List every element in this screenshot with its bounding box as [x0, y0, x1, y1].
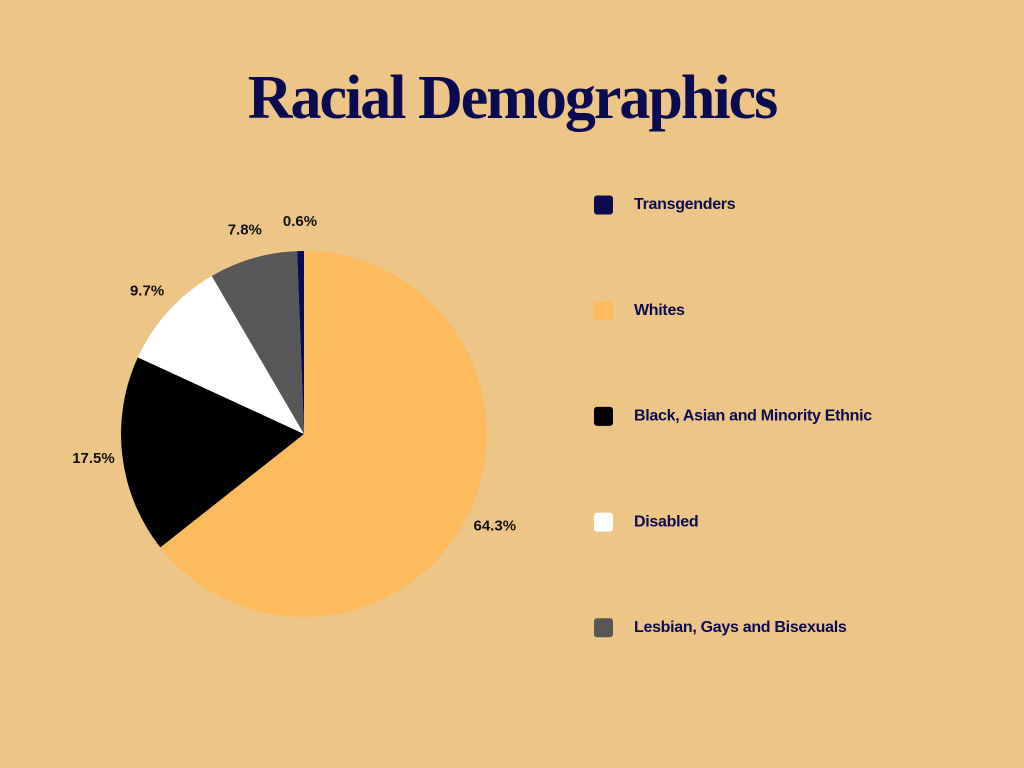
value-label: 7.8%	[228, 221, 262, 238]
chart-title: Racial Demographics	[248, 64, 777, 132]
legend-swatch	[594, 406, 613, 426]
value-label: 64.3%	[474, 517, 517, 534]
legend-label: Transgenders	[634, 196, 736, 213]
legend-label: Whites	[634, 302, 685, 319]
pie-slice	[137, 275, 304, 434]
value-label: 17.5%	[72, 450, 115, 467]
pie-slice	[160, 251, 488, 617]
pie-slice	[121, 357, 305, 548]
legend-swatch	[594, 512, 613, 532]
pie-slice	[211, 251, 304, 434]
legend-label: Disabled	[634, 513, 698, 530]
legend-swatch	[594, 195, 613, 215]
legend-swatch	[594, 301, 613, 321]
legend-swatch	[594, 618, 613, 638]
pie-slice	[297, 251, 304, 434]
legend-label: Black, Asian and Minority Ethnic	[634, 408, 872, 425]
value-label: 9.7%	[130, 282, 164, 299]
legend-label: Lesbian, Gays and Bisexuals	[634, 619, 847, 636]
value-label: 0.6%	[283, 213, 317, 230]
